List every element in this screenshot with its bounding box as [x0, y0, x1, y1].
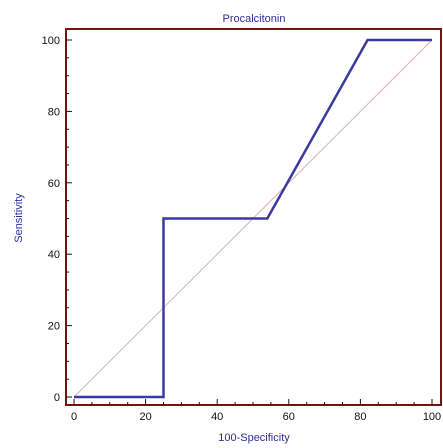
x-axis-label: 100-Specificity: [218, 432, 290, 444]
y-tick-label-20: 20: [48, 321, 60, 333]
x-tick-label-80: 80: [354, 411, 366, 423]
y-tick-label-0: 0: [54, 392, 60, 404]
plot-area: 0 20 40 60 80 100 0 20 40 60 80 100: [42, 28, 442, 423]
x-tick-label-0: 0: [71, 411, 77, 423]
y-axis-label: Sensitivity: [13, 193, 25, 243]
x-tick-label-20: 20: [139, 411, 151, 423]
x-tick-label-100: 100: [423, 411, 441, 423]
chart-title: Procalcitonin: [223, 13, 286, 25]
y-tick-label-100: 100: [42, 35, 60, 47]
y-tick-label-40: 40: [48, 249, 60, 261]
x-tick-label-40: 40: [211, 411, 223, 423]
roc-curve-line: [74, 38, 432, 399]
x-tick-label-60: 60: [283, 411, 295, 423]
y-tick-label-60: 60: [48, 178, 60, 190]
y-tick-label-80: 80: [48, 106, 60, 118]
